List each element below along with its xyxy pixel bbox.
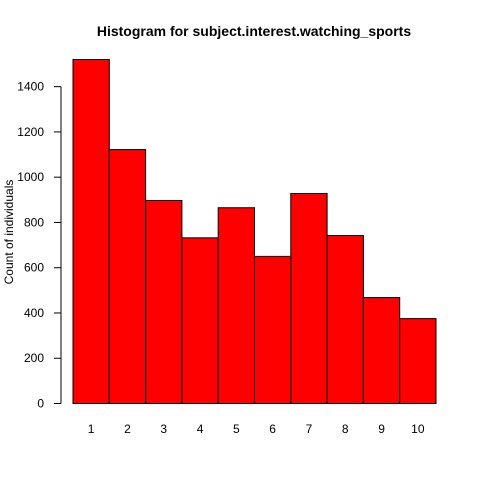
bars-group bbox=[72, 59, 437, 405]
x-tick-label: 10 bbox=[411, 422, 425, 436]
histogram-bar-9 bbox=[362, 297, 401, 404]
y-tick-label: 1400 bbox=[17, 80, 44, 94]
y-tick-label: 200 bbox=[24, 351, 44, 365]
x-tick-label: 4 bbox=[197, 422, 204, 436]
y-axis-label: Count of individuals bbox=[2, 180, 16, 285]
histogram-bar-7 bbox=[290, 192, 328, 404]
histogram-bar-10 bbox=[399, 318, 437, 405]
histogram-bar-3 bbox=[145, 199, 183, 404]
histogram-bar-1 bbox=[72, 59, 110, 404]
y-tick-label: 800 bbox=[24, 215, 44, 229]
y-tick-label: 400 bbox=[24, 306, 44, 320]
y-tick-label: 600 bbox=[24, 261, 44, 275]
x-tick-label: 6 bbox=[269, 422, 276, 436]
x-tick-label: 3 bbox=[160, 422, 167, 436]
x-tick-label: 7 bbox=[306, 422, 313, 436]
x-tick-label: 9 bbox=[378, 422, 385, 436]
y-tick-label: 1200 bbox=[17, 125, 44, 139]
histogram-bar-4 bbox=[181, 237, 219, 404]
x-tick-label: 8 bbox=[342, 422, 349, 436]
chart-title: Histogram for subject.interest.watching_… bbox=[97, 23, 411, 39]
histogram-bar-8 bbox=[326, 235, 364, 404]
x-tick-label: 2 bbox=[124, 422, 131, 436]
x-axis-labels: 1 2 3 4 5 6 7 8 9 10 bbox=[88, 422, 425, 436]
x-tick-label: 5 bbox=[233, 422, 240, 436]
histogram-bar-5 bbox=[217, 207, 255, 404]
y-axis: 0 200 400 600 800 1000 1200 1400 bbox=[17, 80, 62, 411]
x-tick-label: 1 bbox=[88, 422, 95, 436]
histogram-bar-6 bbox=[254, 255, 292, 405]
y-tick-label: 0 bbox=[37, 397, 44, 411]
y-tick-label: 1000 bbox=[17, 170, 44, 184]
histogram-bar-2 bbox=[108, 149, 147, 404]
